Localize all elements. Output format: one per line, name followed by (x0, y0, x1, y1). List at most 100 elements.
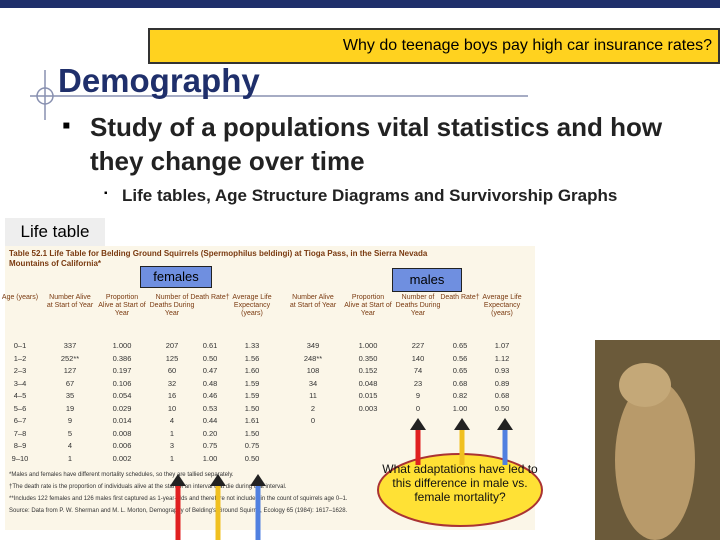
table-cell: 0.106 (112, 378, 132, 388)
column-header: Proportion Alive at Start of Year (344, 294, 392, 317)
table-cell: 0.029 (112, 403, 132, 413)
table-cell: 0.152 (358, 366, 378, 375)
table-cell: 0.003 (358, 403, 378, 413)
table-cell: 1.12 (494, 353, 510, 363)
table-cell: 2 (310, 403, 316, 413)
table-cell: 127 (63, 366, 77, 375)
table-cell: 1.07 (494, 341, 510, 350)
table-cell: 7–8 (13, 428, 27, 438)
table-cell: 9 (415, 391, 421, 400)
table-cell: 1.60 (244, 366, 260, 375)
table-cell: 0.002 (112, 453, 132, 463)
table-cell: 1 (67, 453, 73, 463)
table-cell: 0.014 (112, 416, 132, 425)
table-cell: 1.59 (244, 391, 260, 400)
bullet: Study of a populations vital statistics … (90, 112, 663, 176)
table-cell: 19 (65, 403, 75, 413)
banner: Why do teenage boys pay high car insuran… (148, 28, 720, 64)
table-cell: 0.47 (202, 366, 218, 375)
table-cell: 1.61 (244, 416, 260, 425)
table-cell: 4 (67, 441, 73, 450)
table-cell: 0.48 (202, 378, 218, 388)
table-cell: 5–6 (13, 403, 27, 413)
table-cell: 1.56 (244, 353, 260, 363)
table-cell: 1.00 (452, 403, 468, 413)
table-cell: 0.350 (358, 353, 378, 363)
table-cell: 0.46 (202, 391, 218, 400)
table-cell: 0.50 (202, 353, 218, 363)
table-cell: 74 (413, 366, 423, 375)
table-cell: 5 (67, 428, 73, 438)
table-cell: 227 (411, 341, 425, 350)
table-cell: 4–5 (13, 391, 27, 400)
table-cell: 1.50 (244, 428, 260, 438)
table-cell: 0.015 (358, 391, 378, 400)
table-cell: 349 (306, 341, 320, 350)
table-cell: 0 (415, 403, 421, 413)
table-cell: 9–10 (11, 453, 29, 463)
table-cell: 0.65 (452, 341, 468, 350)
table-cell: 248** (303, 353, 323, 363)
table-cell: 0–1 (13, 341, 27, 350)
table-cell: 32 (167, 378, 177, 388)
table-cell: 0.50 (244, 453, 260, 463)
table-cell: 1.59 (244, 378, 260, 388)
column-header: Age (years) (1, 294, 39, 301)
table-cell: 1.50 (244, 403, 260, 413)
column-header: Death Rate† (440, 294, 480, 301)
column-header: Number Alive at Start of Year (289, 294, 337, 309)
slide-title: Demography (58, 62, 260, 99)
table-cell: 0.68 (452, 378, 468, 388)
table-cell: 3–4 (13, 378, 27, 388)
table-cell: 0.008 (112, 428, 132, 438)
column-header: Average Life Expectancy (years) (232, 294, 272, 317)
table-cell: 0.61 (202, 341, 218, 350)
table-cell: 2–3 (13, 366, 27, 375)
table-cell: 23 (413, 378, 423, 388)
column-header: Average Life Expectancy (years) (482, 294, 522, 317)
table-cell: 0.82 (452, 391, 468, 400)
column-header: Number of Deaths During Year (149, 294, 195, 317)
table-cell: 0 (310, 416, 316, 425)
table-cell: 0.054 (112, 391, 132, 400)
table-cell: 0.65 (452, 366, 468, 375)
table-cell: 8–9 (13, 441, 27, 450)
table-cell: 6–7 (13, 416, 27, 425)
table-cell: 0.50 (494, 403, 510, 413)
table-cell: 1.000 (358, 341, 378, 350)
table-cell: 108 (306, 366, 320, 375)
males-label: males (392, 268, 462, 292)
table-cell: 1.000 (112, 341, 132, 350)
life-table-label: Life table (5, 218, 105, 246)
table-cell: 4 (169, 416, 175, 425)
column-header: Number Alive at Start of Year (46, 294, 94, 309)
table-cell: 125 (165, 353, 179, 363)
table-cell: 0.386 (112, 353, 132, 363)
table-cell: 35 (65, 391, 75, 400)
footnote: †The death rate is the proportion of ind… (9, 484, 287, 490)
table-cell: 0.89 (494, 378, 510, 388)
table-cell: 0.048 (358, 378, 378, 388)
table-cell: 0.197 (112, 366, 132, 375)
table-cell: 0.75 (244, 441, 260, 450)
column-header: Proportion Alive at Start of Year (98, 294, 146, 317)
females-label: females (140, 266, 212, 288)
table-cell: 0.006 (112, 441, 132, 450)
table-cell: 3 (169, 441, 175, 450)
table-cell: 0.75 (202, 441, 218, 450)
table-cell: 337 (63, 341, 77, 350)
table-cell: 252** (60, 353, 80, 363)
sub-bullet: Life tables, Age Structure Diagrams and … (122, 186, 618, 205)
table-cell: 60 (167, 366, 177, 375)
table-cell: 1 (169, 428, 175, 438)
table-cell: 9 (67, 416, 73, 425)
table-cell: 34 (308, 378, 318, 388)
table-cell: 0.53 (202, 403, 218, 413)
footnote: *Males and females have different mortal… (9, 472, 234, 478)
table-cell: 0.68 (494, 391, 510, 400)
column-header: Number of Deaths During Year (395, 294, 441, 317)
column-header: Death Rate† (190, 294, 230, 301)
